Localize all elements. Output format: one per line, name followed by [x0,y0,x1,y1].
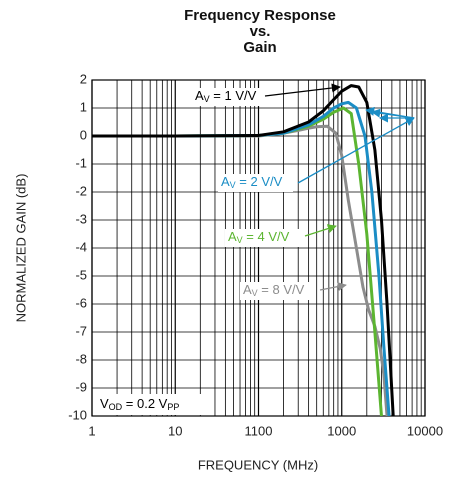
y-tick-label: -6 [75,295,87,310]
annotation-text: = 0.2 V [122,396,167,411]
annotation: AV = 2 V/V [221,174,283,190]
annotation-text: A [243,282,252,297]
y-tick-label: -4 [75,239,87,254]
y-tick-label: 0 [80,127,87,142]
series-line [92,100,391,416]
annotation-arrow [297,117,415,184]
y-tick-label: -7 [75,323,87,338]
y-tick-label: 1 [80,99,87,114]
annotation-bg [192,88,267,106]
annotation-bg [218,174,293,192]
y-tick-label: -3 [75,211,87,226]
annotation-box [95,394,207,415]
annotation-subscript: V [230,180,236,190]
y-tick-label: -8 [75,351,87,366]
annotation-text: = 8 V/V [258,282,305,297]
annotation-text: V [100,396,109,411]
annotation: AV = 8 V/V [243,282,305,298]
annotation-text: = 2 V/V [236,174,283,189]
annotation-text: A [195,88,204,103]
chart-title: Frequency Response [184,7,336,24]
annotation: VOD = 0.2 VPP [100,396,179,412]
annotation-subscript: V [204,94,210,104]
chart-title: vs. [250,23,271,40]
y-tick-label: -10 [68,407,87,422]
y-tick-label: 2 [80,71,87,86]
annotation: AV = 4 V/V [228,229,290,245]
annotation-bg [225,229,300,247]
x-tick-label: 1100 [245,423,273,438]
y-tick-label: -5 [75,267,87,282]
annotation-arrow [319,282,347,292]
annotation: AV = 1 V/V [195,88,257,104]
x-tick-label: 10 [168,423,182,438]
annotation-subscript: OD [109,402,123,412]
chart-title: Gain [243,39,276,56]
annotation-subscript: V [237,235,243,245]
y-axis-label: NORMALIZED GAIN (dB) [13,174,28,323]
series-line [92,124,389,416]
plot-frame [91,79,426,417]
annotation-bg [240,282,315,300]
annotation-arrow [304,224,337,237]
y-tick-label: -1 [75,155,87,170]
annotation-subscript: V [252,288,258,298]
annotation-subscript: PP [167,402,179,412]
annotation-arrow [264,83,341,97]
annotation-text: A [228,229,237,244]
x-tick-label: 1 [88,423,95,438]
x-tick-label: 10000 [407,423,443,438]
annotation-arrow [365,106,415,119]
annotation-text: A [221,174,230,189]
y-tick-label: -2 [75,183,87,198]
x-tick-label: 1000 [327,423,356,438]
annotation-text: = 4 V/V [243,229,290,244]
y-tick-label: -9 [75,379,87,394]
annotation-text: = 1 V/V [210,88,257,103]
series-line [92,84,395,416]
x-axis-label: FREQUENCY (MHz) [198,457,318,472]
